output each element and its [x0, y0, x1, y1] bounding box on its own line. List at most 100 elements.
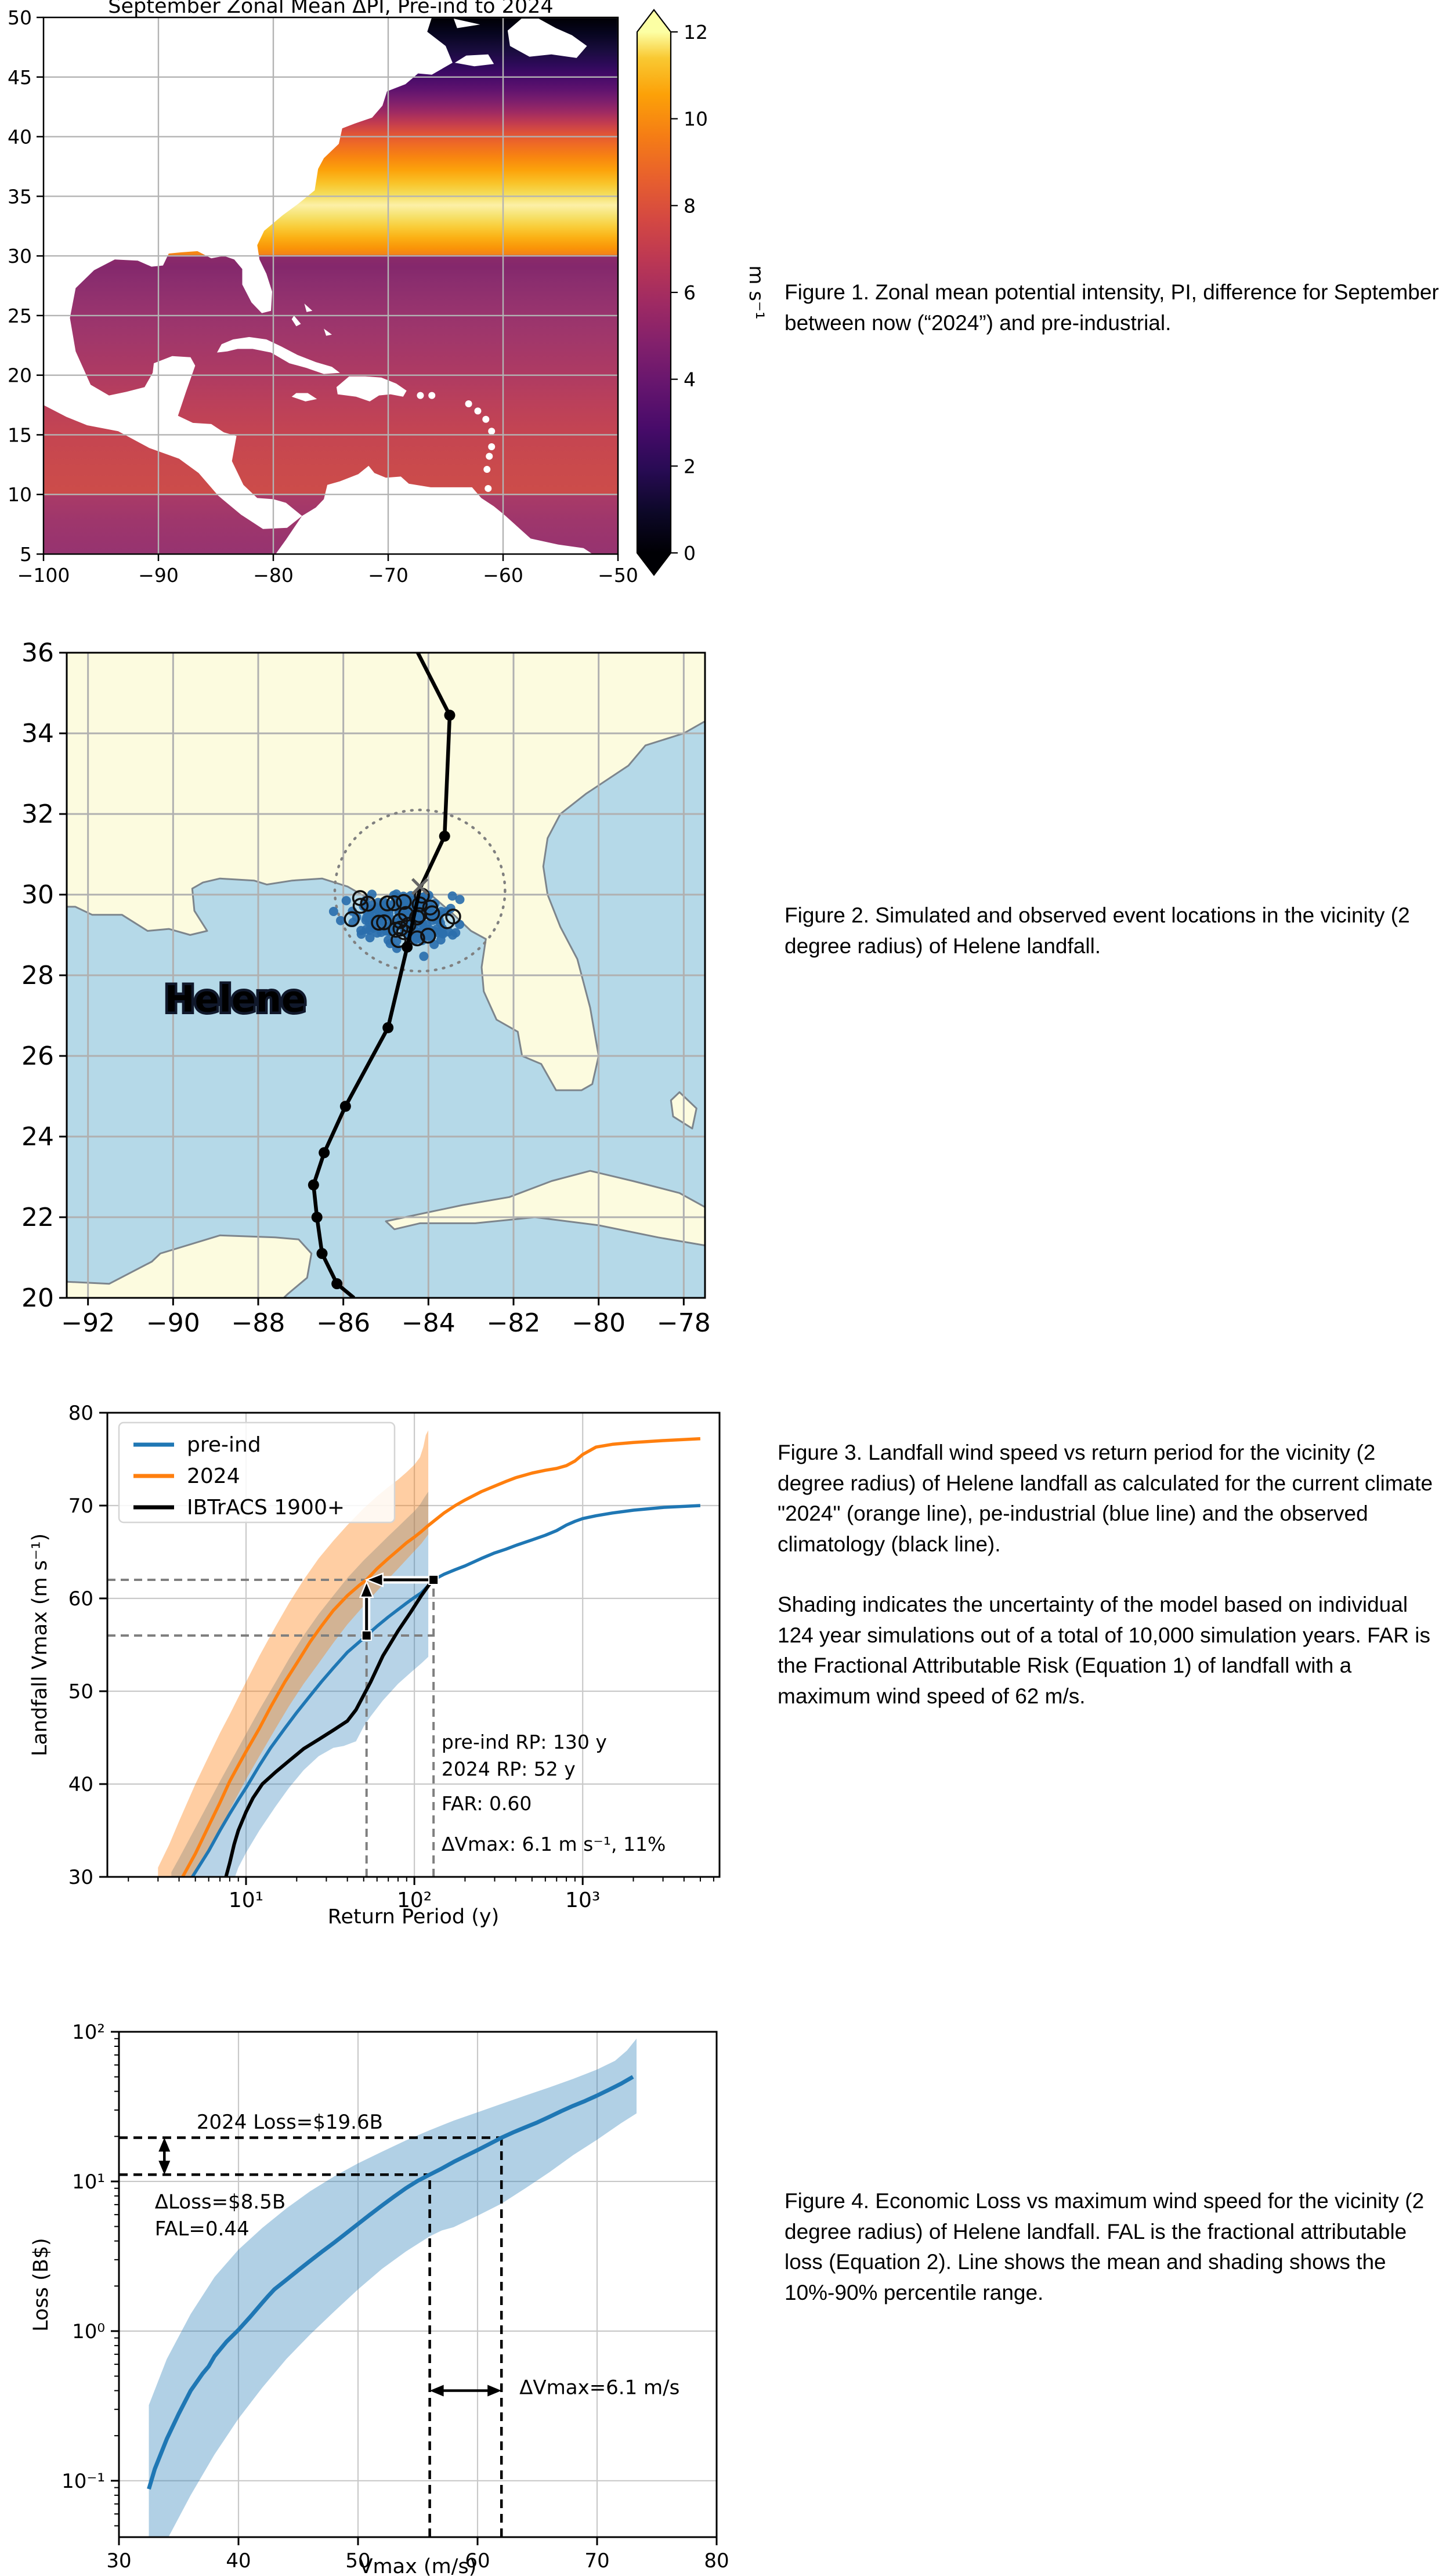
x-tick-label: −86 [316, 1308, 370, 1338]
y-tick-label: 40 [8, 126, 32, 149]
colorbar-tick-label: 12 [684, 21, 708, 44]
y-tick-label: 35 [8, 185, 32, 208]
y-tick-label: 26 [21, 1041, 54, 1071]
x-tick-label: 50 [345, 2549, 370, 2573]
y-tick-label: 30 [21, 880, 54, 910]
y-axis-label: Loss (B$) [30, 2238, 53, 2331]
land-newfoundland [507, 19, 587, 58]
y-tick-label: 30 [8, 245, 32, 267]
x-tick-label: −50 [598, 564, 638, 587]
land-hispaniola [336, 376, 407, 401]
storm-name-label: Helene [165, 978, 306, 1021]
delta-arrows [158, 2137, 502, 2397]
y-tick-label: 40 [68, 1773, 93, 1796]
y-tick-label: 30 [68, 1866, 93, 1889]
colorbar-tick-label: 8 [684, 194, 696, 217]
mean-loss-line [147, 2075, 634, 2490]
land-south_america [276, 465, 593, 554]
colorbar-tick-label: 2 [684, 455, 696, 477]
y-tick-label: 36 [21, 638, 54, 668]
x-axis-label: Return Period (y) [328, 1905, 500, 1929]
chart-title: September Zonal Mean ΔPI, Pre-ind to 202… [108, 0, 553, 18]
figure-3-caption: Figure 3. Landfall wind speed vs return … [778, 1441, 1433, 1708]
y-tick-label: 50 [68, 1680, 93, 1703]
series-ibtracs-1900+ [224, 1578, 435, 1877]
figure-1-zonal-mean-pi-map: 5 10 15 20 25 30 35 40 45 50 −100 −90 −80 −70 −60 −50 Se… [0, 0, 772, 603]
colorbar-tick-label: 6 [684, 281, 696, 304]
y-tick-label: 10¹ [72, 2170, 105, 2194]
x-axis-label: Vmax (m/s) [359, 2555, 477, 2576]
x-tick-label: −80 [253, 564, 294, 587]
colorbar-tick-label: 4 [684, 368, 696, 391]
annotation: ΔVmax=6.1 m/s [519, 2376, 679, 2399]
land-cuba [217, 337, 340, 374]
land-bahama1 [291, 315, 301, 327]
land-na_mainland [44, 17, 453, 529]
figure-2-svg: Helene 20 22 24 26 28 30 32 34 36 −92 −90 −88 −86 −84 −… [21, 638, 711, 1338]
y-tick-label: 50 [8, 6, 32, 29]
x-tick-label: −90 [146, 1308, 200, 1338]
figure-3-svg: pre-ind RP: 130 y 2024 RP: 52 y FAR: 0.60 Δ… [28, 1402, 721, 1929]
y-tick-label: 20 [21, 1283, 54, 1313]
y-tick-label: 45 [8, 66, 32, 89]
annotation: pre-ind RP: 130 y [442, 1731, 607, 1753]
land-bahama3 [324, 328, 332, 336]
legend-label: 2024 [187, 1464, 240, 1488]
y-tick-label: 10⁰ [72, 2320, 105, 2343]
x-tick-label: −84 [402, 1308, 456, 1338]
y-tick-label: 15 [8, 424, 32, 446]
y-tick-label: 60 [68, 1587, 93, 1611]
colorbar-tick-label: 0 [684, 542, 696, 565]
x-tick-label: −82 [487, 1308, 541, 1338]
x-tick-label: −78 [657, 1308, 711, 1338]
landfall-x-marker [411, 878, 429, 895]
x-tick-label: −60 [483, 564, 523, 587]
plot-border [106, 1412, 721, 1878]
plot-area [119, 2038, 637, 2537]
attribution-arrows [359, 1572, 439, 1641]
figure-1-caption: Figure 1. Zonal mean potential intensity… [785, 280, 1439, 335]
y-tick-label: 28 [21, 961, 54, 990]
y-tick-label: 10⁻¹ [62, 2470, 105, 2493]
legend-label: IBTrACS 1900+ [187, 1496, 345, 1519]
y-tick-label: 32 [21, 799, 54, 829]
y-tick-label: 24 [21, 1122, 54, 1152]
figure-1-canvas: 5 10 15 20 25 30 35 40 45 50 −100 −90 −80 −70 −60 −50 Se… [0, 0, 772, 603]
land-jamaica [291, 393, 317, 401]
plot-border [118, 2031, 718, 2538]
figure-3-canvas: pre-ind RP: 130 y 2024 RP: 52 y FAR: 0.60 Δ… [0, 1381, 772, 1940]
map-area [44, 17, 618, 554]
series-pre-ind [191, 1504, 701, 1877]
x-tick-label: 80 [704, 2549, 729, 2573]
annotation: ΔLoss=$8.5B [155, 2190, 285, 2213]
figure-2-event-locations-map: Helene 20 22 24 26 28 30 32 34 36 −92 −90 −88 −86 −84 −… [0, 629, 772, 1354]
figure-4-caption: Figure 4. Economic Loss vs maximum wind … [785, 2189, 1425, 2304]
colorbar-axis-label: m s⁻¹ [744, 265, 768, 319]
x-tick-label: 10³ [565, 1888, 600, 1912]
y-tick-label: 20 [8, 364, 32, 387]
annotation: FAR: 0.60 [442, 1792, 532, 1815]
x-tick-label: −88 [232, 1308, 285, 1338]
annotation: ΔVmax: 6.1 m s⁻¹, 11% [442, 1833, 666, 1855]
x-tick-label: 10² [397, 1888, 432, 1912]
x-tick-label: 30 [106, 2549, 131, 2573]
land-cuba [385, 1170, 705, 1247]
figure-4-svg: 2024 Loss=$19.6B ΔLoss=$8.5B FAL=0.44 ΔVmax… [30, 2021, 729, 2576]
figure-2-canvas: Helene 20 22 24 26 28 30 32 34 36 −92 −90 −88 −86 −84 −… [0, 629, 772, 1354]
y-tick-label: 25 [8, 305, 32, 327]
y-tick-label: 5 [20, 543, 32, 566]
annotation: 2024 RP: 52 y [442, 1758, 576, 1781]
x-tick-label: −100 [17, 564, 70, 587]
series-2024 [181, 1437, 701, 1877]
uncertainty-band [149, 2038, 637, 2537]
y-tick-label: 34 [21, 719, 54, 748]
uncertainty-band [158, 1430, 429, 1877]
figure-4-canvas: 2024 Loss=$19.6B ΔLoss=$8.5B FAL=0.44 ΔVmax… [0, 2007, 772, 2576]
vicinity-circle [333, 808, 507, 973]
land-yucatan [67, 1234, 313, 1298]
x-tick-label: 60 [465, 2549, 490, 2573]
plot-border [42, 16, 619, 555]
x-tick-label: −80 [572, 1308, 626, 1338]
